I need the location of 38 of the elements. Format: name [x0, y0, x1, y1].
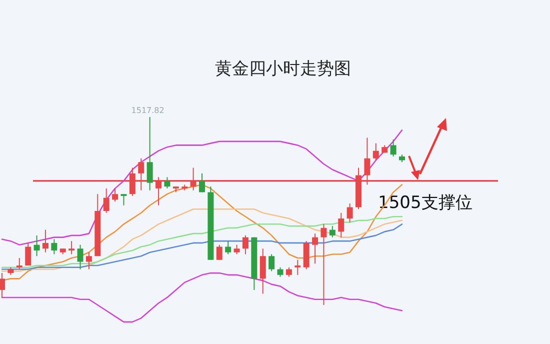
candlestick	[146, 116, 153, 191]
candlestick	[129, 167, 136, 196]
candlestick	[42, 229, 48, 253]
candlestick	[103, 188, 110, 214]
candlestick	[277, 266, 284, 278]
annotation: 1517.82	[131, 106, 164, 115]
candlestick	[294, 259, 301, 276]
candlestick	[164, 176, 170, 189]
chart-title: 黄金四小时走势图	[215, 59, 351, 79]
candlestick	[216, 244, 222, 260]
candlestick	[25, 242, 32, 266]
candlestick	[372, 142, 379, 161]
candlestick	[260, 248, 266, 294]
candlestick	[34, 234, 40, 257]
candlestick	[120, 194, 127, 206]
candlestick	[286, 266, 292, 278]
candlestick	[234, 244, 240, 255]
candlestick	[320, 224, 327, 306]
candlestick	[225, 240, 232, 255]
candlestick	[338, 212, 344, 238]
candlestick	[0, 272, 5, 298]
candlestick	[68, 240, 75, 255]
candlestick	[346, 202, 353, 223]
candlestick	[77, 244, 84, 270]
candlestick	[16, 258, 22, 270]
candlestick	[156, 176, 162, 206]
candlestick	[390, 139, 396, 157]
candlestick	[138, 158, 144, 191]
candlestick	[190, 167, 196, 191]
candlestick	[312, 233, 318, 264]
candlestick	[329, 226, 336, 238]
candlestick	[86, 252, 92, 270]
candlestick	[364, 137, 370, 186]
candlestick	[268, 254, 275, 272]
candlestick	[199, 172, 205, 193]
candlestick	[112, 188, 118, 202]
candlestick	[242, 234, 248, 255]
candlestick	[51, 238, 58, 255]
